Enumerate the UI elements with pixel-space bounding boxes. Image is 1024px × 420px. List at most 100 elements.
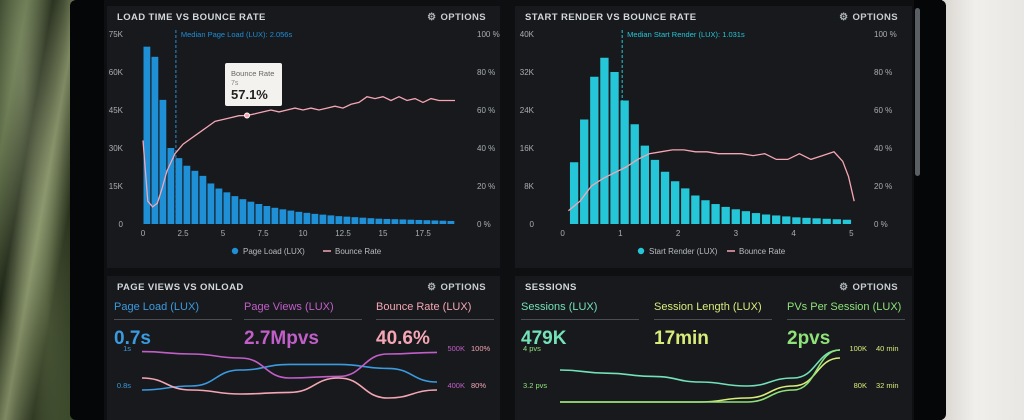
metric-value: 479K bbox=[521, 328, 567, 349]
y-left-tick-label: 0 bbox=[119, 220, 124, 229]
metric-label: Page Views (LUX) bbox=[244, 301, 334, 313]
y-right-tick-label: 100K bbox=[849, 344, 867, 353]
legend-label: Start Render (LUX) bbox=[649, 247, 718, 256]
metric-value: 2.7Mpvs bbox=[244, 328, 319, 349]
bar bbox=[183, 165, 191, 224]
y-left-tick-label: 0 bbox=[530, 220, 535, 229]
bar bbox=[327, 215, 335, 224]
x-tick-label: 0 bbox=[141, 229, 146, 238]
background-plant bbox=[0, 0, 78, 420]
metric-value: 17min bbox=[654, 328, 709, 349]
y-left-tick-label: 1s bbox=[123, 344, 131, 353]
panel-title: LOAD TIME VS BOUNCE RATE bbox=[117, 12, 266, 23]
y-left-tick-label: 30K bbox=[109, 144, 124, 153]
bar bbox=[159, 99, 167, 224]
y-right-tick-label: 40 % bbox=[874, 144, 892, 153]
gear-icon: ⚙ bbox=[839, 12, 849, 23]
y-right-tick-label: 100 % bbox=[477, 30, 500, 39]
metric-value: 2pvs bbox=[787, 328, 831, 349]
bar bbox=[731, 209, 740, 224]
bar bbox=[191, 170, 199, 224]
x-tick-label: 2.5 bbox=[177, 229, 189, 238]
metric-divider bbox=[114, 319, 232, 320]
bar bbox=[447, 220, 455, 224]
bar bbox=[650, 159, 660, 224]
x-tick-label: 3 bbox=[734, 229, 739, 238]
bar bbox=[335, 216, 343, 224]
y-right-tick-label: 60 % bbox=[874, 106, 892, 115]
y-left-tick-label: 4 pvs bbox=[523, 344, 541, 353]
series-line bbox=[141, 377, 438, 399]
y-right-tick-label: 80 % bbox=[477, 68, 495, 77]
bar bbox=[223, 192, 231, 224]
panel-header: LOAD TIME VS BOUNCE RATE ⚙ OPTIONS bbox=[107, 6, 500, 28]
x-tick-label: 5 bbox=[221, 229, 226, 238]
metric-divider bbox=[521, 319, 639, 320]
gear-icon: ⚙ bbox=[839, 282, 849, 293]
bar bbox=[263, 206, 271, 224]
hover-point bbox=[244, 112, 250, 119]
bounce-rate-line bbox=[567, 149, 855, 212]
sessions-chart: 4 pvs 3.2 pvs 100K 80K 40 min 32 min bbox=[523, 344, 899, 403]
metric-label: PVs Per Session (LUX) bbox=[787, 301, 902, 313]
bar bbox=[701, 200, 710, 224]
bar bbox=[691, 195, 700, 224]
bar bbox=[375, 218, 383, 224]
bounce-rate-line bbox=[142, 95, 455, 208]
metric-pvs-per-session: PVs Per Session (LUX) 2pvs bbox=[787, 301, 905, 350]
y-right-tick-label: 80K bbox=[854, 381, 867, 390]
tooltip-title: Bounce Rate bbox=[231, 69, 274, 78]
y-right2-tick-label: 32 min bbox=[876, 381, 899, 390]
bar bbox=[751, 213, 761, 224]
metric-label: Sessions (LUX) bbox=[521, 301, 598, 313]
panel-header: SESSIONS ⚙ OPTIONS bbox=[515, 276, 912, 298]
y-right-tick-label: 0 % bbox=[477, 220, 491, 229]
bar bbox=[151, 56, 159, 224]
load-time-panel: LOAD TIME VS BOUNCE RATE ⚙ OPTIONS 0 15K 30… bbox=[107, 6, 500, 268]
bar bbox=[660, 171, 670, 224]
metric-divider bbox=[376, 319, 494, 320]
tooltip-sub: 7s bbox=[231, 80, 239, 87]
series-line bbox=[141, 363, 438, 391]
sessions-panel: SESSIONS ⚙ OPTIONS Sessions (LUX) 479K Se… bbox=[515, 276, 912, 420]
y-left-tick-label: 45K bbox=[109, 106, 124, 115]
panel-header: PAGE VIEWS VS ONLOAD ⚙ OPTIONS bbox=[107, 276, 500, 298]
y-right-tick-label: 40 % bbox=[477, 144, 495, 153]
bar bbox=[247, 201, 255, 224]
options-button[interactable]: ⚙ OPTIONS bbox=[839, 12, 898, 23]
legend-marker bbox=[231, 247, 239, 255]
y-right-tick-label: 0 % bbox=[874, 220, 888, 229]
metric-page-load: Page Load (LUX) 0.7s bbox=[114, 301, 232, 350]
options-button[interactable]: ⚙ OPTIONS bbox=[427, 282, 486, 293]
panel-header: START RENDER VS BOUNCE RATE ⚙ OPTIONS bbox=[515, 6, 912, 28]
bar bbox=[407, 219, 415, 224]
start-render-panel: START RENDER VS BOUNCE RATE ⚙ OPTIONS 0 8K… bbox=[515, 6, 912, 268]
bar bbox=[620, 100, 629, 224]
tooltip-value: 57.1% bbox=[231, 87, 268, 102]
y-left-tick-label: 8K bbox=[524, 182, 534, 191]
series-line bbox=[560, 357, 841, 403]
x-tick-label: 4 bbox=[791, 229, 796, 238]
bar bbox=[367, 218, 375, 224]
legend-label: Bounce Rate bbox=[335, 247, 382, 256]
bar bbox=[670, 181, 680, 224]
x-tick-label: 5 bbox=[849, 229, 854, 238]
legend-label: Page Load (LUX) bbox=[243, 247, 305, 256]
options-button[interactable]: ⚙ OPTIONS bbox=[427, 12, 486, 23]
metric-session-length: Session Length (LUX) 17min bbox=[654, 301, 772, 350]
bar bbox=[822, 218, 831, 224]
bar bbox=[383, 218, 391, 224]
options-button[interactable]: ⚙ OPTIONS bbox=[839, 282, 898, 293]
bar bbox=[681, 188, 690, 224]
scrollbar[interactable] bbox=[915, 8, 920, 176]
bar bbox=[319, 214, 327, 224]
x-tick-label: 17.5 bbox=[415, 229, 431, 238]
bar bbox=[842, 219, 852, 224]
y-right-tick-label: 20 % bbox=[874, 182, 892, 191]
bar bbox=[167, 148, 175, 224]
gear-icon: ⚙ bbox=[427, 12, 437, 23]
bar bbox=[239, 199, 247, 224]
y-left-tick-label: 0.8s bbox=[117, 381, 131, 390]
bar bbox=[231, 196, 239, 224]
bar bbox=[431, 220, 439, 224]
